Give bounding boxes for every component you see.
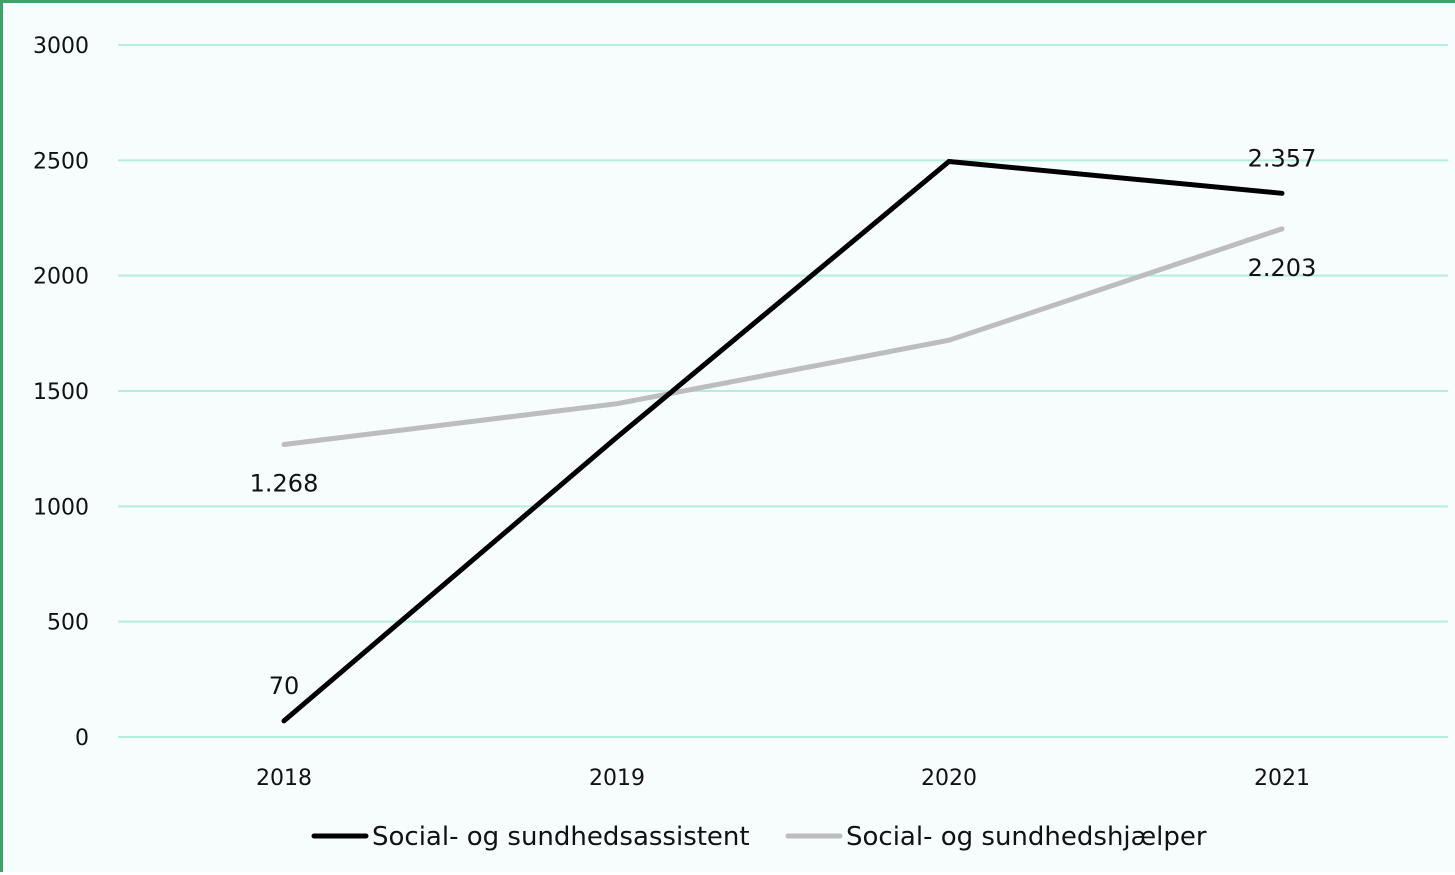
x-axis-ticks: 2018 2019 2020 2021 <box>256 766 1310 791</box>
data-label: 1.268 <box>250 470 319 498</box>
legend-label: Social- og sundhedshjælper <box>846 822 1207 852</box>
series-line-2 <box>284 229 1282 445</box>
x-tick-label: 2018 <box>256 766 312 791</box>
y-tick-label: 2000 <box>33 265 89 290</box>
series-line-1 <box>284 161 1282 720</box>
x-tick-label: 2019 <box>589 766 645 791</box>
series-lines <box>284 161 1282 720</box>
y-tick-label: 3000 <box>33 34 89 59</box>
x-tick-label: 2021 <box>1254 766 1310 791</box>
data-label: 70 <box>269 672 300 700</box>
x-tick-label: 2020 <box>921 766 977 791</box>
y-tick-label: 2500 <box>33 149 89 174</box>
line-chart: 0 500 1000 1500 2000 2500 3000 2018 2019 2020 202… <box>3 3 1455 875</box>
data-label: 2.357 <box>1248 144 1317 172</box>
legend: Social- og sundhedsassistent Social- og s… <box>314 822 1207 852</box>
y-tick-label: 0 <box>75 726 89 751</box>
y-tick-label: 1500 <box>33 380 89 405</box>
y-tick-label: 500 <box>47 611 89 636</box>
data-label: 2.203 <box>1248 254 1317 282</box>
y-axis-ticks: 0 500 1000 1500 2000 2500 3000 <box>33 34 89 751</box>
y-tick-label: 1000 <box>33 495 89 520</box>
legend-label: Social- og sundhedsassistent <box>372 822 750 852</box>
